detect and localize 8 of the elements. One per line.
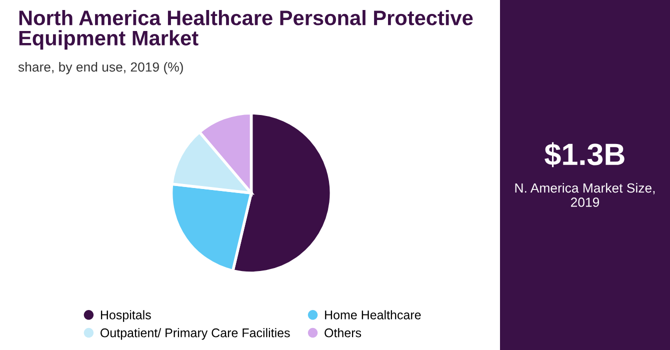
legend-label: Others [324, 328, 362, 338]
legend-label: Home Healthcare [325, 310, 421, 320]
legend-label: Hospitals [100, 310, 151, 322]
legend-label: Outpatient/ Primary Care Facilities [100, 328, 290, 340]
text: N. America Market Size, 2019 [515, 183, 655, 207]
chart-subtitle: share, by end use, 2019 (%) [18, 62, 183, 74]
text: $1.3B [544, 142, 624, 168]
chart-title: North America Healthcare Personal Protective Equipment Market [19, 10, 473, 50]
